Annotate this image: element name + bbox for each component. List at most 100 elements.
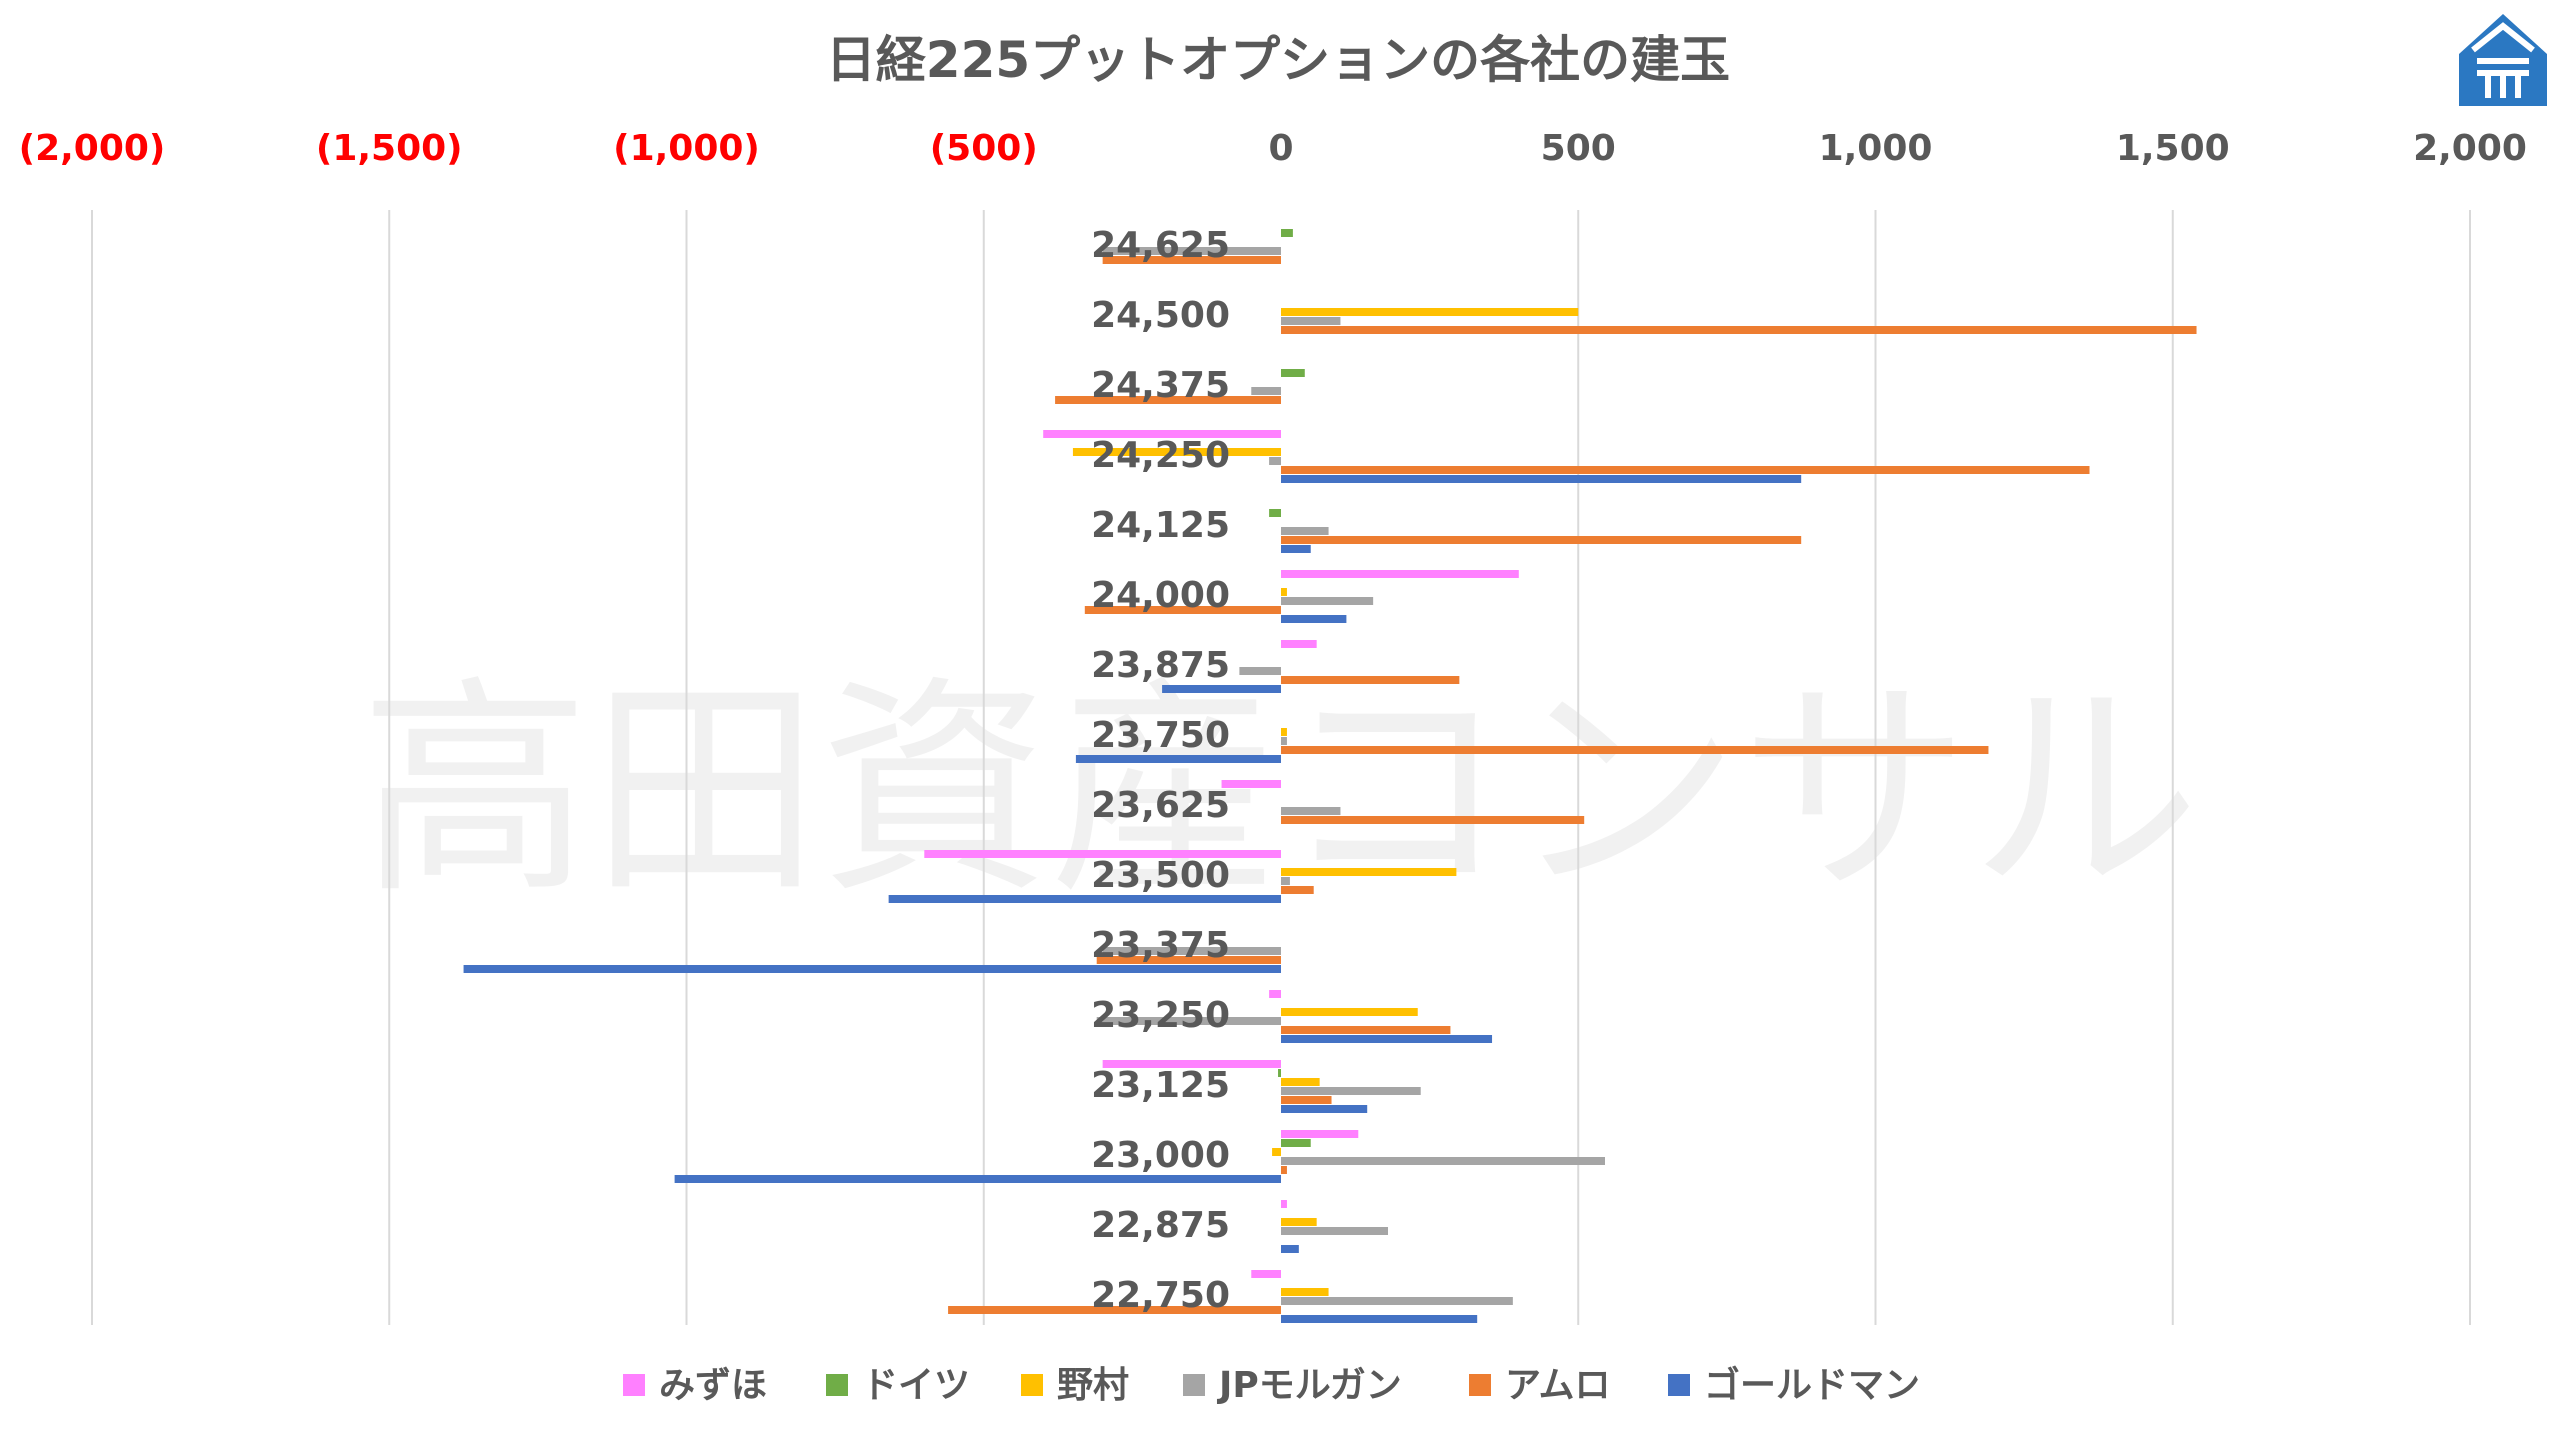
bar [1281,1026,1451,1034]
legend-swatch [1469,1374,1491,1396]
bar [1102,947,1281,955]
bar [1043,430,1281,438]
bar [1072,448,1281,456]
chart-title: 日経225プットオプションの各社の建玉 [826,31,1730,89]
bar [1281,877,1290,885]
bar [948,1306,1281,1314]
category-label: 23,875 [1091,645,1230,686]
bar [1281,807,1341,815]
bar [1102,247,1281,255]
legend-swatch [1668,1374,1690,1396]
bar [924,850,1281,858]
category-label: 24,250 [1091,435,1230,476]
category-label: 24,125 [1091,505,1230,546]
bar [1281,588,1287,596]
bar [1251,387,1281,395]
legend-swatch [1021,1374,1043,1396]
logo-icon [2459,14,2547,106]
bar [1281,1288,1329,1296]
category-label: 22,875 [1091,1205,1230,1246]
bar [674,1175,1281,1183]
bar [1281,728,1287,736]
bar [1281,597,1374,605]
bar [1102,1060,1281,1068]
x-axis-ticks: (2,000) (1,500) (1,000) (500) 0 500 1,000 1,500… [19,128,2527,169]
bar [1281,737,1287,745]
bar [1281,369,1305,377]
bar [1281,1078,1320,1086]
bar [1281,1130,1359,1138]
legend-label: JPモルガン [1216,1365,1402,1406]
legend-label: みずほ [659,1365,767,1406]
watermark: 高田資産コンサル [360,658,2200,925]
legend-label: アムロ [1505,1365,1610,1406]
bar [1162,685,1281,693]
bar [1281,308,1579,316]
legend-swatch [1183,1374,1205,1396]
bar [1281,816,1585,824]
bar [1281,326,2197,334]
bar [1269,509,1281,517]
legend-label: ドイツ [862,1365,970,1406]
category-label: 23,125 [1091,1065,1230,1106]
x-tick-label: (2,000) [19,128,166,169]
bar [1281,1227,1389,1235]
category-label: 23,500 [1091,855,1230,896]
bar [1281,1297,1513,1305]
legend-swatch [826,1374,848,1396]
category-label: 24,000 [1091,575,1230,616]
bar [1281,1035,1493,1043]
x-tick-label: 1,500 [2116,128,2230,169]
gridlines [91,210,2471,1325]
category-label: 23,250 [1091,995,1230,1036]
bar [1281,1315,1478,1323]
bar [463,965,1281,973]
bar [888,895,1281,903]
category-label: 24,500 [1091,295,1230,336]
bar [1281,1096,1332,1104]
bar [1281,536,1802,544]
category-label: 24,625 [1091,225,1230,266]
bar [1281,1245,1299,1253]
category-label: 22,750 [1091,1275,1230,1316]
bar [1281,1008,1418,1016]
legend-label: ゴールドマン [1704,1364,1920,1406]
x-tick-label: (500) [930,128,1038,169]
bar [1281,570,1519,578]
bar [1269,990,1281,998]
bar [1281,640,1317,648]
bar [1281,527,1329,535]
bar [1281,746,1989,754]
bar [1102,256,1281,264]
bar [1281,475,1802,483]
bar [1281,676,1460,684]
bar [1281,466,2090,474]
x-tick-label: 500 [1541,128,1616,169]
bar [1281,1105,1368,1113]
category-label: 23,625 [1091,785,1230,826]
bar [1281,317,1341,325]
bar [1281,1218,1317,1226]
bar [1269,457,1281,465]
bar [1281,1200,1287,1208]
category-label: 24,375 [1091,365,1230,406]
bar [1281,1166,1287,1174]
bar [1239,667,1281,675]
bar [1281,886,1314,894]
bar [1272,1148,1281,1156]
x-tick-label: 0 [1268,128,1293,169]
bar [1281,229,1293,237]
x-tick-label: 1,000 [1819,128,1933,169]
legend-label: 野村 [1057,1365,1129,1406]
category-label: 23,750 [1091,715,1230,756]
bar [1281,545,1311,553]
y-axis-labels: 24,625 24,500 24,375 24,250 24,125 24,000 23,8… [1091,225,1230,1316]
bar [1251,1270,1281,1278]
bar [1278,1069,1281,1077]
bars [463,229,2197,1323]
x-tick-label: (1,500) [316,128,463,169]
bar [1281,1139,1311,1147]
bar [1075,755,1281,763]
